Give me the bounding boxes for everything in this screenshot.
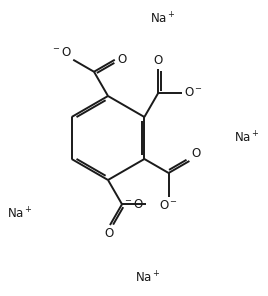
Text: $^-$O: $^-$O (123, 198, 144, 211)
Text: Na$^+$: Na$^+$ (7, 206, 33, 222)
Text: O$^-$: O$^-$ (159, 199, 178, 212)
Text: O: O (154, 54, 163, 67)
Text: $^-$O: $^-$O (51, 46, 72, 59)
Text: O: O (191, 147, 201, 160)
Text: O: O (118, 53, 127, 66)
Text: O: O (104, 227, 114, 240)
Text: Na$^+$: Na$^+$ (150, 11, 176, 27)
Text: Na$^+$: Na$^+$ (234, 130, 260, 146)
Text: Na$^+$: Na$^+$ (135, 270, 161, 286)
Text: O$^-$: O$^-$ (184, 86, 203, 99)
